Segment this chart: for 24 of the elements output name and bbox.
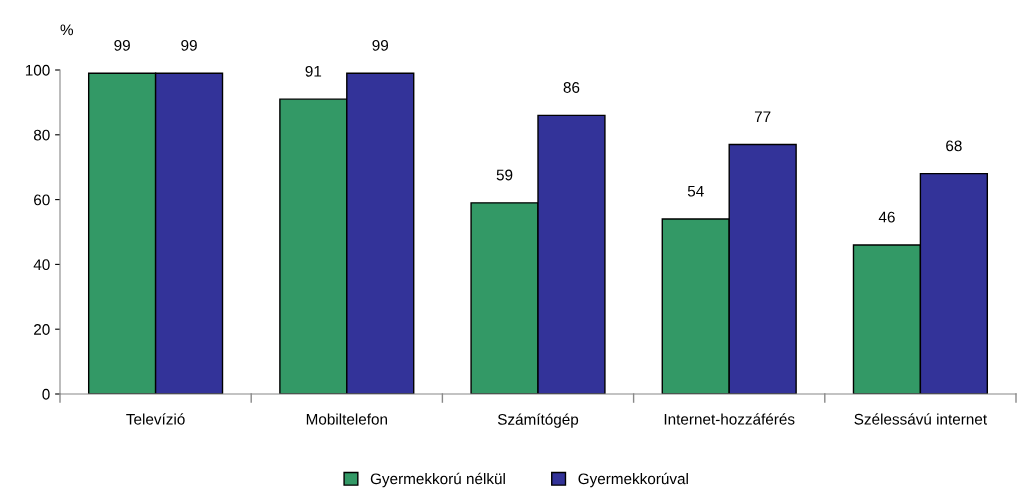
x-tick-label: Televízió: [126, 413, 185, 425]
legend-label: Gyermekkorúval: [578, 472, 688, 488]
y-tick-label: 20: [34, 324, 50, 335]
y-tick-label: 40: [33, 259, 50, 271]
data-label: 59: [496, 169, 513, 181]
data-label: 99: [181, 39, 197, 51]
x-tick-label: Mobiltelefon: [306, 413, 387, 425]
y-tick-label: 60: [34, 194, 50, 206]
y-axis-title: %: [60, 24, 74, 36]
y-tick-label: 80: [33, 129, 50, 141]
y-tick-label: 0: [42, 388, 50, 400]
x-tick-label: Számítógép: [497, 413, 579, 428]
data-label: 99: [114, 39, 130, 51]
data-label: 54: [687, 185, 704, 197]
legend-label: Gyermekkorú nélkül: [370, 472, 505, 488]
data-label: 46: [878, 211, 895, 223]
data-label: 91: [305, 65, 322, 77]
data-label: 99: [372, 39, 389, 51]
x-tick-label: Internet-hozzáférés: [664, 413, 795, 425]
data-label: 68: [946, 140, 962, 152]
x-tick-label: Szélessávú internet: [854, 413, 987, 425]
data-label: 86: [563, 82, 580, 93]
data-label: 77: [754, 111, 771, 122]
y-tick-label: 100: [25, 64, 50, 76]
